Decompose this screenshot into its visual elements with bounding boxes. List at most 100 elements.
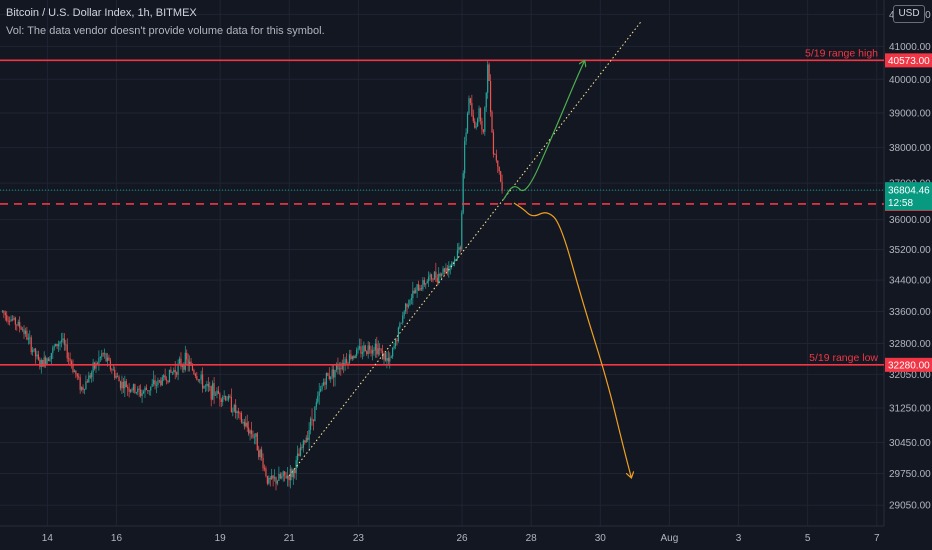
candle [297,445,299,468]
candle [420,284,423,292]
candle-body [232,411,234,413]
candle [266,475,268,486]
candle-body [252,434,254,438]
candle [52,345,54,360]
candle [124,375,126,398]
candle [246,414,248,432]
candle [345,352,348,365]
candle [174,361,176,380]
candle-body [62,338,64,341]
candle-body [3,310,5,313]
chart-title: Bitcoin / U.S. Dollar Index, 1h, BITMEX [6,7,197,19]
candle-body [436,278,438,283]
candle-body [407,305,410,307]
candle-body [458,247,460,251]
candle [334,369,336,387]
candle [27,333,29,345]
volume-note: Vol: The data vendor doesn't provide vol… [6,25,325,37]
candle-body [369,345,371,350]
candle [68,352,70,365]
candle [433,270,436,280]
candle [416,284,418,298]
candle-body [459,247,461,250]
candle [127,384,129,396]
candle-body [311,418,313,420]
candle [366,350,368,357]
candle-body [288,475,290,481]
currency-button[interactable]: USD [893,5,925,23]
candle [23,325,25,339]
candle-body [396,339,398,342]
candle-body [472,115,474,122]
candle-body [11,319,14,321]
candle [479,107,482,125]
candle-body [466,113,469,133]
candle [392,347,394,359]
candle [72,359,74,374]
candle-body [320,388,322,392]
candle [73,369,76,373]
candle-body [174,370,176,373]
candle [438,267,440,285]
candle [409,299,411,306]
trendline [288,20,643,477]
candle-body [209,386,211,388]
candle-body [225,396,227,401]
candle-body [240,413,243,423]
candle [89,372,91,380]
candle [250,421,253,439]
candle [212,380,214,401]
candle [363,341,365,357]
candle [83,388,86,395]
candle-body [389,357,391,362]
candle [387,350,389,366]
candle-body [455,259,457,260]
candle [301,444,303,451]
candle-body [91,372,93,378]
candle [203,385,205,390]
candle [307,431,309,442]
candle [230,388,232,413]
candle-body [229,395,231,398]
candle-body [131,389,133,391]
candle [88,371,90,383]
candle [370,345,372,357]
candle-body [194,374,196,377]
candle-body [1,310,4,312]
candle-body [406,303,408,307]
candle-body [491,112,493,133]
candle-body [354,355,356,359]
candle [399,321,401,330]
candle-body [226,399,228,401]
candle-body [42,360,44,367]
candle [374,338,376,358]
candle [42,359,44,367]
candle-body [379,348,381,350]
candle [65,339,67,351]
candle [111,367,113,374]
candle-body [276,480,279,484]
candle-body [60,340,63,342]
candle-body [59,341,61,345]
candle [419,285,421,291]
candle-body [88,375,90,383]
candle [291,467,293,481]
candle [492,129,495,158]
candle-body [119,381,122,389]
candle-body [307,437,309,440]
candle [201,367,204,393]
candle [11,315,14,322]
candle [281,472,283,480]
candle-body [134,384,136,393]
candle [122,377,124,394]
candle-body [75,370,77,375]
candle [204,384,207,393]
candle-body [122,381,124,389]
candle-body [40,360,42,367]
candle-body [206,383,208,386]
candle [240,411,243,424]
candle-body [21,329,24,331]
candle-body [348,354,351,364]
time-tick-label: 3 [736,533,742,544]
